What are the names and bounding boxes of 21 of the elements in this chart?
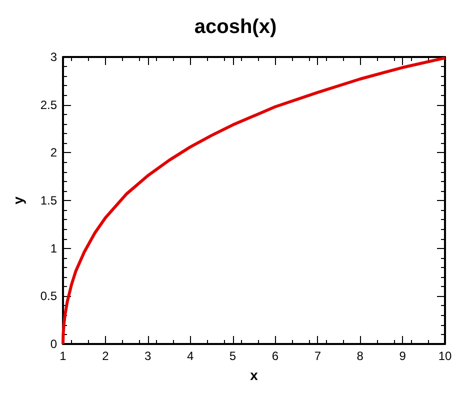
y-tick-label: 2	[50, 146, 58, 160]
y-tick-label: 1.5	[40, 194, 58, 208]
chart-title: acosh(x)	[194, 16, 277, 38]
x-tick-label: 1	[60, 349, 67, 363]
x-tick-label: 9	[399, 349, 406, 363]
y-axis-title: y	[10, 196, 26, 204]
line-series	[62, 56, 446, 346]
x-tick-label: 7	[314, 349, 322, 363]
x-tick-label: 8	[356, 349, 364, 363]
x-tick-label: 2	[102, 349, 110, 363]
x-tick-label: 6	[272, 349, 279, 363]
y-tick-label: 0.5	[40, 289, 58, 304]
y-tick-label: 0	[50, 337, 58, 351]
x-tick-label: 5	[229, 349, 236, 363]
x-tick-label: 10	[438, 349, 452, 363]
x-tick-label: 3	[144, 349, 152, 363]
y-tick-label: 1	[50, 241, 58, 256]
x-axis-title: x	[250, 367, 258, 383]
y-tick-label: 2.5	[40, 98, 58, 112]
y-tick-label: 3	[50, 50, 58, 64]
x-tick-label: 4	[186, 349, 194, 363]
